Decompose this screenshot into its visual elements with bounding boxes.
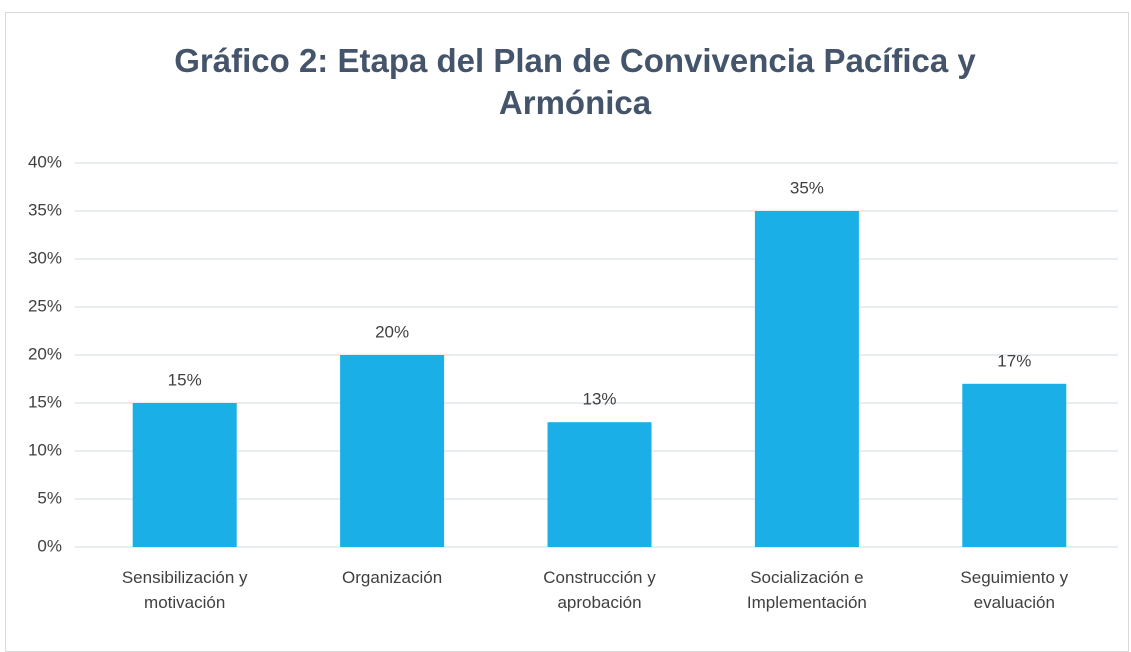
y-tick-label: 15% [28, 392, 62, 411]
bar [340, 355, 445, 547]
bar [754, 211, 859, 547]
y-tick-label: 20% [28, 344, 62, 363]
chart: 0% 5% 10% 15% 20% 25% 30% 35% 40% 15% 20% 13% 35% 17% [28, 152, 1118, 555]
chart-title: Gráfico 2: Etapa del Plan de Convivencia… [174, 42, 976, 121]
data-label: 20% [375, 322, 409, 341]
y-tick-label: 5% [37, 488, 62, 507]
x-tick-label: Organización [342, 568, 443, 587]
y-tick-label: 30% [28, 248, 62, 267]
bar [962, 383, 1067, 547]
y-tick-label: 10% [28, 440, 62, 459]
x-tick-label: Construcción y aprobación [543, 568, 656, 612]
data-label: 35% [790, 178, 824, 197]
bar [547, 422, 652, 547]
data-label: 13% [582, 390, 616, 409]
y-tick-label: 25% [28, 296, 62, 315]
data-label: 17% [997, 351, 1031, 370]
x-tick-label: Socialización e Implementación [746, 568, 867, 612]
data-label: 15% [168, 370, 202, 389]
y-tick-label: 0% [37, 536, 62, 555]
y-tick-label: 40% [28, 152, 62, 171]
y-tick-label: 35% [28, 200, 62, 219]
bar [132, 403, 237, 547]
chart-container: 0% 5% 10% 15% 20% 25% 30% 35% 40% 15% 20% 13% 35% 17%… [5, 12, 1129, 652]
x-tick-label: Sensibilización y motivación [121, 568, 248, 612]
x-tick-label: Seguimiento y evaluación [960, 568, 1069, 612]
